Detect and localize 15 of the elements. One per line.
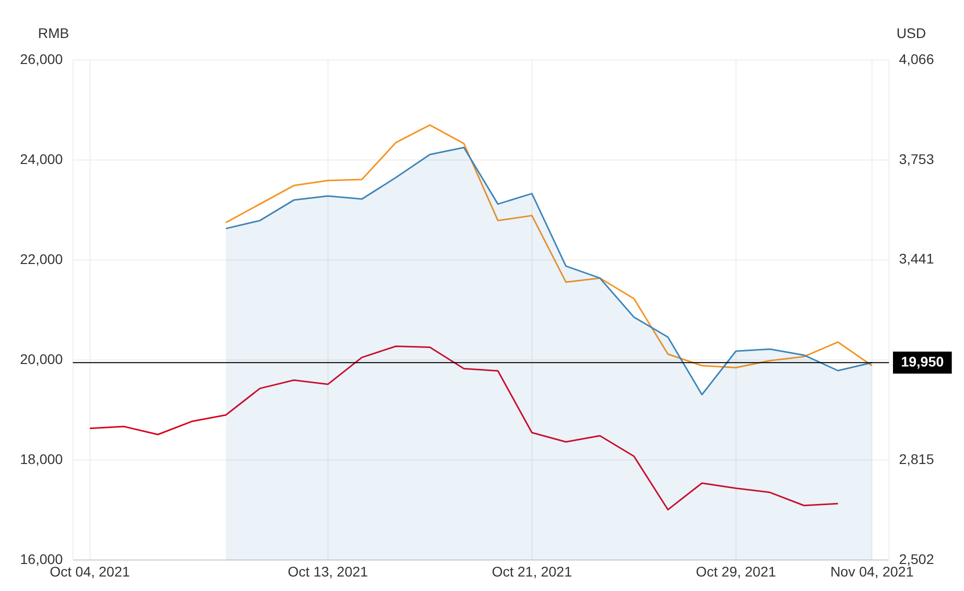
y-axis-title: RMB bbox=[38, 24, 70, 41]
y-tick-label: 18,000 bbox=[20, 451, 64, 468]
x-tick-label: Oct 29, 2021 bbox=[696, 563, 776, 580]
y2-tick-label: 3,753 bbox=[898, 150, 934, 167]
y-tick-label: 20,000 bbox=[20, 350, 64, 367]
y-tick-label: 22,000 bbox=[20, 250, 64, 267]
y2-axis-title: USD bbox=[896, 24, 926, 41]
ref-line-label: 19,950 bbox=[900, 353, 944, 370]
y2-tick-label: 4,066 bbox=[898, 50, 934, 67]
y2-tick-label: 3,441 bbox=[898, 250, 934, 267]
y-tick-label: 26,000 bbox=[20, 50, 64, 67]
y2-tick-label: 2,815 bbox=[898, 450, 934, 467]
y-tick-label: 24,000 bbox=[20, 150, 64, 167]
x-tick-label: Oct 21, 2021 bbox=[492, 563, 572, 580]
x-tick-label: Oct 13, 2021 bbox=[288, 563, 368, 580]
